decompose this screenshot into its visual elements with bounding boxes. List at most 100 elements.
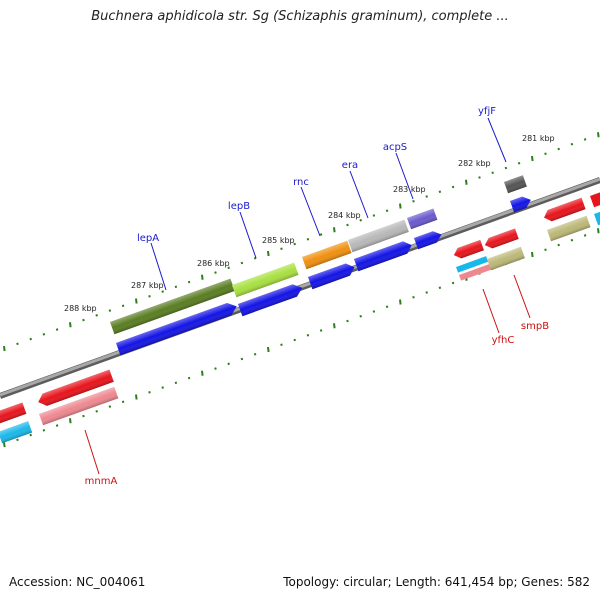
callout-lines <box>84 117 531 475</box>
ruler-major-tick <box>465 179 468 185</box>
ruler-minor-tick <box>570 238 574 242</box>
gene-right-khaki[interactable] <box>547 215 591 242</box>
gene-left-cyan[interactable] <box>0 421 33 444</box>
gene-label-yfjF[interactable]: yfjF <box>478 106 496 117</box>
gene-yfhC-red[interactable] <box>452 239 484 261</box>
gene-smpB-red[interactable] <box>483 228 519 250</box>
ruler-minor-tick <box>372 214 376 217</box>
ruler-major-tick <box>531 155 534 162</box>
ruler-major-tick <box>597 228 600 234</box>
ruler-minor-tick <box>385 209 389 213</box>
ruler-minor-tick <box>187 376 191 380</box>
ruler-minor-tick <box>346 319 349 323</box>
ruler-minor-tick <box>425 195 428 198</box>
ruler-major-tick <box>597 132 600 138</box>
ruler-minor-tick <box>517 161 521 165</box>
ruler-minor-tick <box>108 405 112 408</box>
ruler-major-tick <box>267 250 270 257</box>
ruler-minor-tick <box>174 381 178 385</box>
ruler-minor-tick <box>306 333 310 337</box>
map-title: Buchnera aphidicola str. Sg (Schizaphis … <box>91 9 509 24</box>
scale-label-281: 281 kbp <box>522 134 555 143</box>
ruler-major-tick <box>135 394 138 400</box>
genes-label: Genes: <box>521 575 564 589</box>
ruler-major-tick <box>333 227 336 233</box>
ruler-major-tick <box>531 251 534 258</box>
gene-left-red[interactable] <box>0 402 27 424</box>
gene-rnc-blue[interactable] <box>308 261 357 290</box>
gene-label-mnmA[interactable]: mnmA <box>85 476 118 487</box>
gene-label-era[interactable]: era <box>342 160 358 171</box>
ruler-minor-tick <box>95 314 98 317</box>
accession-info: Accession: NC_004061 <box>9 575 145 589</box>
gene-yfhC-pink[interactable] <box>459 264 492 281</box>
ruler-major-tick <box>69 322 72 328</box>
ruler-minor-tick <box>42 429 46 432</box>
ruler-minor-tick <box>306 237 310 241</box>
ruler-minor-tick <box>16 342 19 346</box>
scale-label-284: 284 kbp <box>328 211 361 220</box>
gene-lepA-blue[interactable] <box>116 300 239 356</box>
gene-label-rnc[interactable]: rnc <box>293 177 309 188</box>
ruler-minor-tick <box>42 333 46 336</box>
ruler-minor-tick <box>385 305 389 309</box>
ruler-major-tick <box>201 274 204 280</box>
ruler-minor-tick <box>319 233 323 236</box>
ruler-major-tick <box>267 346 270 353</box>
gene-label-acpS[interactable]: acpS <box>383 142 407 153</box>
ruler-minor-tick <box>412 295 415 299</box>
ruler-minor-tick <box>148 391 151 394</box>
length-label: Length: <box>395 575 441 589</box>
ruler-minor-tick <box>121 304 125 308</box>
gene-acpS-blue[interactable] <box>414 229 443 250</box>
gene-mnmA-red[interactable] <box>36 369 114 409</box>
ruler-major-tick <box>399 299 402 305</box>
gene-rnc-bar[interactable] <box>302 240 352 270</box>
gene-right-cyan[interactable] <box>594 207 600 226</box>
genome-stats: Topology: circular; Length: 641,454 bp; … <box>283 575 590 589</box>
ruler-minor-tick <box>280 247 283 251</box>
gene-lepB-blue[interactable] <box>238 282 305 317</box>
gene-yfhC-cyan[interactable] <box>456 256 489 273</box>
ruler-minor-tick <box>557 147 560 151</box>
gene-acpS-bar[interactable] <box>407 208 438 230</box>
gene-yfjF-bar[interactable] <box>504 175 527 194</box>
ruler-minor-tick <box>293 242 296 246</box>
gene-mnmA-pink[interactable] <box>39 386 119 426</box>
ruler-minor-tick <box>583 138 587 141</box>
gene-smpB-khaki[interactable] <box>487 246 525 271</box>
ruler-minor-tick <box>253 352 257 356</box>
ruler-minor-tick <box>174 285 178 289</box>
gene-label-lepA[interactable]: lepA <box>137 233 159 244</box>
gene-era-blue[interactable] <box>354 239 414 272</box>
gene-lepB-bar[interactable] <box>232 262 299 298</box>
ruler-major-tick <box>201 370 204 376</box>
ruler-minor-tick <box>544 248 547 252</box>
ruler-minor-tick <box>438 190 442 194</box>
gene-label-smpB[interactable]: smpB <box>521 321 549 332</box>
ruler-minor-tick <box>240 261 244 265</box>
ruler-minor-tick <box>478 176 481 179</box>
gene-lepA-bar[interactable] <box>110 278 235 335</box>
gene-yfjF-blue[interactable] <box>510 194 533 213</box>
scale-label-286: 286 kbp <box>197 259 230 268</box>
gene-features <box>0 175 600 444</box>
gene-era-bar[interactable] <box>348 219 409 253</box>
ruler-minor-tick <box>346 223 349 227</box>
ruler-minor-tick <box>451 185 455 189</box>
ruler-minor-tick <box>253 256 257 260</box>
ruler-minor-tick <box>121 400 125 404</box>
length-value: 641,454 bp <box>444 575 514 589</box>
ruler-minor-tick <box>557 243 560 247</box>
gene-right-red-2[interactable] <box>590 189 600 208</box>
gene-right-red[interactable] <box>542 197 586 224</box>
gene-labels-bottom: mnmA yfhC smpB <box>85 321 550 487</box>
ruler-major-tick <box>399 203 402 209</box>
scale-label-287: 287 kbp <box>131 281 164 290</box>
ruler-minor-tick <box>29 433 32 437</box>
gene-label-lepB[interactable]: lepB <box>228 201 250 212</box>
ruler-minor-tick <box>280 343 283 347</box>
gene-label-yfhC[interactable]: yfhC <box>492 335 515 346</box>
ruler-major-tick <box>69 418 72 424</box>
